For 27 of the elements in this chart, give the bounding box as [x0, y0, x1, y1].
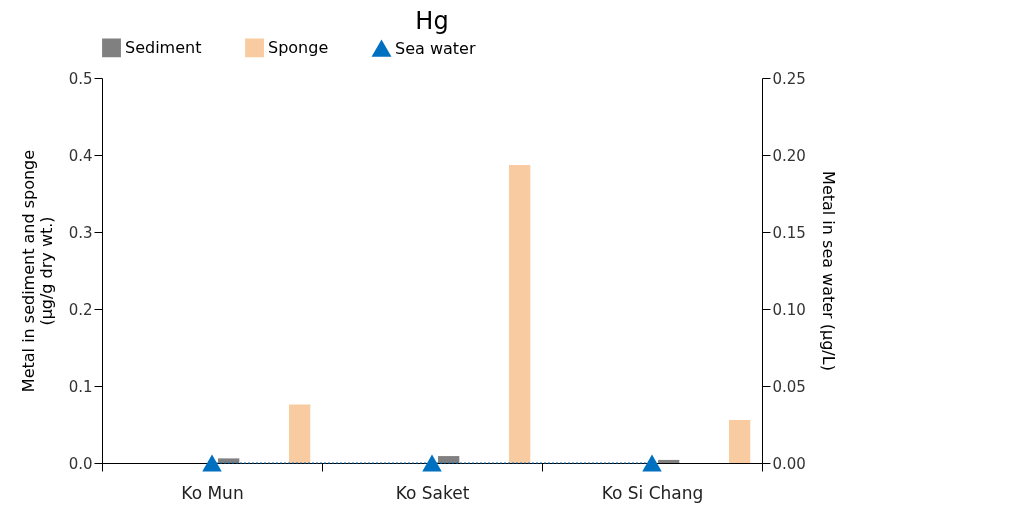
- bar: [438, 456, 460, 463]
- y-axis-title: Metal in sediment and sponge (µg/g dry wt.): [18, 149, 56, 393]
- y-tick-label: 0.0: [68, 454, 93, 473]
- legend-label: Sponge: [268, 37, 329, 57]
- y2-tick-label: 0.20: [772, 146, 806, 165]
- y2-tick-label: 0.15: [772, 223, 806, 242]
- bar: [729, 419, 751, 463]
- y2-tick-label: 0.25: [772, 69, 806, 88]
- bar: [509, 165, 531, 463]
- bar: [218, 458, 240, 463]
- bar: [289, 404, 311, 463]
- y2-axis-title: Metal in sea water (µg/L): [818, 171, 838, 371]
- y-tick-label: 0.5: [68, 69, 93, 88]
- y-tick-label: 0.4: [68, 146, 93, 165]
- legend-label: Sediment: [125, 37, 202, 57]
- legend-label: Sea water: [395, 38, 476, 58]
- bar: [658, 459, 680, 463]
- x-tick-label: Ko Mun: [181, 482, 244, 503]
- y2-tick-label: 0.05: [772, 377, 806, 396]
- y2-tick-label: 0.00: [772, 454, 806, 473]
- y-tick-label: 0.3: [68, 223, 93, 242]
- chart-title: Hg: [415, 7, 449, 35]
- y2-tick-label: 0.10: [772, 300, 806, 319]
- x-tick-label: Ko Si Chang: [601, 482, 704, 503]
- x-tick-label: Ko Saket: [395, 482, 470, 503]
- y-tick-label: 0.1: [68, 377, 93, 396]
- y-tick-label: 0.2: [68, 300, 93, 319]
